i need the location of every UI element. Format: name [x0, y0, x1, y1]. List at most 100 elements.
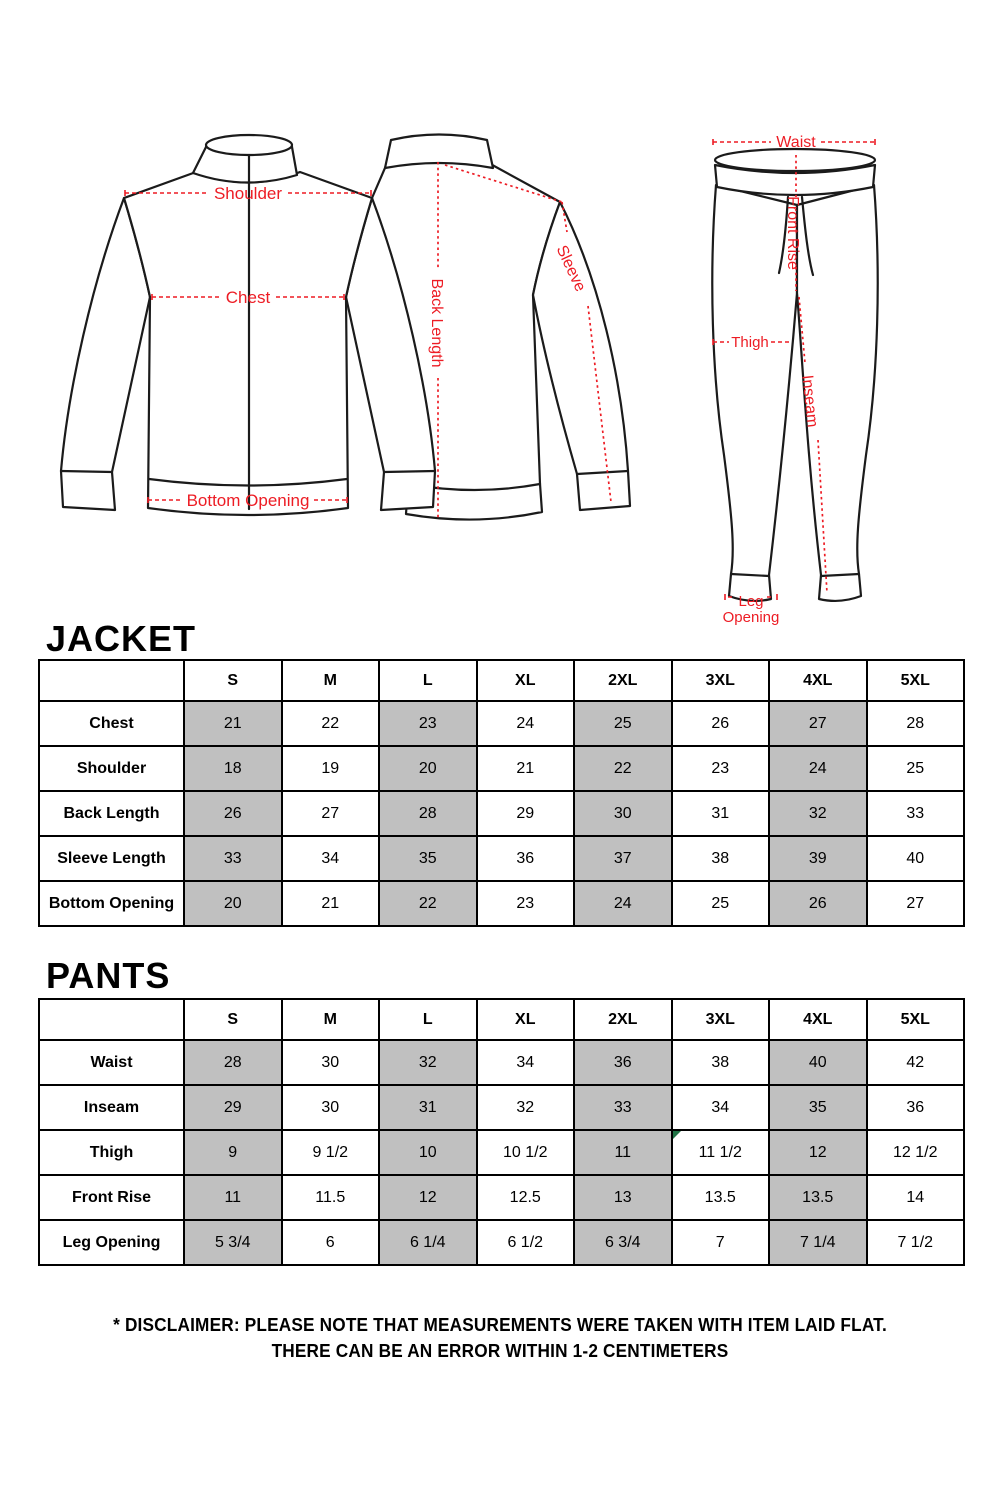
size-value-cell: 40: [865, 835, 965, 882]
size-value-cell: 36: [573, 1039, 673, 1086]
jacket-front-outline: [59, 133, 437, 517]
size-value-cell: 25: [573, 700, 673, 747]
measurement-row-label: Waist: [38, 1039, 185, 1086]
disclaimer-text: * DISCLAIMER: PLEASE NOTE THAT MEASUREME…: [35, 1312, 965, 1364]
size-value-cell: 37: [573, 835, 673, 882]
size-column-header: 5XL: [865, 659, 965, 702]
size-value-cell: 26: [670, 700, 770, 747]
size-value-cell: 35: [378, 835, 478, 882]
size-value-cell: 7 1/4: [768, 1219, 868, 1266]
inseam-label: Inseam: [798, 374, 820, 428]
size-value-cell: 13: [573, 1174, 673, 1221]
size-value-cell: 10 1/2: [475, 1129, 575, 1176]
size-value-cell: 24: [573, 880, 673, 927]
measurement-row: Chest 21 22 23 24 25 26 27 28: [38, 700, 965, 747]
size-column-header: S: [183, 659, 283, 702]
size-value-cell: 5 3/4: [183, 1219, 283, 1266]
size-value-cell: 36: [865, 1084, 965, 1131]
size-value-cell: 27: [768, 700, 868, 747]
measurement-row-label: Bottom Opening: [38, 880, 185, 927]
size-column-header: 2XL: [573, 998, 673, 1041]
size-value-cell: 7 1/2: [865, 1219, 965, 1266]
leg-opening-label-line1: Leg: [738, 593, 763, 610]
size-value-cell: 24: [475, 700, 575, 747]
size-value-cell: 11: [573, 1129, 673, 1176]
measurement-row: Thigh 9 9 1/2 10 10 1/2 11 11 1/2 12 12 1/2: [38, 1129, 965, 1176]
size-column-header: S: [183, 998, 283, 1041]
size-value-cell: 21: [280, 880, 380, 927]
size-column-header: 5XL: [865, 998, 965, 1041]
leg-opening-label-line2: Opening: [723, 609, 780, 625]
size-value-cell: 31: [378, 1084, 478, 1131]
size-value-cell: 38: [670, 835, 770, 882]
size-value-cell: 28: [865, 700, 965, 747]
measurement-row: Back Length 26 27 28 29 30 31 32 33: [38, 790, 965, 837]
pants-section-title: PANTS: [46, 955, 171, 996]
size-value-cell: 25: [670, 880, 770, 927]
measurement-row: Front Rise 11 11.5 12 12.5 13 13.5 13.5 14: [38, 1174, 965, 1221]
size-value-cell: 30: [573, 790, 673, 837]
disclaimer-line-2: THERE CAN BE AN ERROR WITHIN 1-2 CENTIME…: [271, 1340, 729, 1361]
size-column-header: XL: [475, 659, 575, 702]
size-value-cell: 18: [183, 745, 283, 792]
size-value-cell: 29: [475, 790, 575, 837]
measurement-row: Waist 28 30 32 34 36 38 40 42: [38, 1039, 965, 1086]
size-value-cell: 32: [475, 1084, 575, 1131]
size-column-header: M: [280, 659, 380, 702]
thigh-label: Thigh: [731, 334, 769, 351]
size-value-cell: 35: [768, 1084, 868, 1131]
size-column-header: 3XL: [670, 998, 770, 1041]
size-value-cell: 36: [475, 835, 575, 882]
size-value-cell: 13.5: [768, 1174, 868, 1221]
size-value-cell: 22: [573, 745, 673, 792]
size-value-cell: 11 1/2: [670, 1129, 770, 1176]
size-value-cell: 30: [280, 1039, 380, 1086]
size-value-cell: 28: [183, 1039, 283, 1086]
size-value-cell: 23: [670, 745, 770, 792]
size-value-cell: 6 1/2: [475, 1219, 575, 1266]
size-value-cell: 23: [378, 700, 478, 747]
size-value-cell: 33: [865, 790, 965, 837]
measurement-row-label: Sleeve Length: [38, 835, 185, 882]
size-value-cell: 6 3/4: [573, 1219, 673, 1266]
size-value-cell: 38: [670, 1039, 770, 1086]
pants-size-table: S M L XL 2XL 3XL 4XL 5XL Waist 28 30 32 34 36 38 40 42 In…: [38, 998, 965, 1266]
size-value-cell: 12.5: [475, 1174, 575, 1221]
bottom-opening-label: Bottom Opening: [187, 491, 310, 510]
size-value-cell: 29: [183, 1084, 283, 1131]
jacket-size-table: S M L XL 2XL 3XL 4XL 5XL Chest 21 22 23 24 25 26 27 28 Sh…: [38, 659, 965, 927]
size-column-header: L: [378, 659, 478, 702]
measurement-row-label: Shoulder: [38, 745, 185, 792]
size-value-cell: 22: [378, 880, 478, 927]
size-value-cell: 14: [865, 1174, 965, 1221]
pants-annotations: Waist Front Rise Thigh Inseam Leg Openin…: [712, 134, 876, 625]
size-header-row: S M L XL 2XL 3XL 4XL 5XL: [38, 998, 965, 1041]
size-value-cell: 26: [768, 880, 868, 927]
size-value-cell: 19: [280, 745, 380, 792]
size-header-row: S M L XL 2XL 3XL 4XL 5XL: [38, 659, 965, 702]
size-value-cell: 6: [280, 1219, 380, 1266]
size-column-header: 4XL: [768, 998, 868, 1041]
measurement-row-label: Leg Opening: [38, 1219, 185, 1266]
size-value-cell: 7: [670, 1219, 770, 1266]
size-value-cell: 40: [768, 1039, 868, 1086]
measurement-row: Leg Opening 5 3/4 6 6 1/4 6 1/2 6 3/4 7 7 1/4 7 …: [38, 1219, 965, 1266]
pants-outline: [711, 147, 879, 603]
size-value-cell: 27: [280, 790, 380, 837]
back-length-label: Back Length: [428, 279, 445, 368]
waist-label: Waist: [776, 134, 816, 151]
size-value-cell: 42: [865, 1039, 965, 1086]
jacket-front-annotations: Shoulder Chest Bottom Opening: [124, 184, 372, 510]
pants-diagram: Waist Front Rise Thigh Inseam Leg Openin…: [711, 134, 879, 625]
size-value-cell: 34: [475, 1039, 575, 1086]
size-value-cell: 28: [378, 790, 478, 837]
size-column-header: XL: [475, 998, 575, 1041]
shoulder-label: Shoulder: [214, 184, 282, 203]
size-value-cell: 11.5: [280, 1174, 380, 1221]
size-value-cell: 12 1/2: [865, 1129, 965, 1176]
jacket-front-diagram: Shoulder Chest Bottom Opening: [59, 133, 437, 517]
size-value-cell: 34: [670, 1084, 770, 1131]
chest-label: Chest: [226, 288, 271, 307]
size-value-cell: 25: [865, 745, 965, 792]
